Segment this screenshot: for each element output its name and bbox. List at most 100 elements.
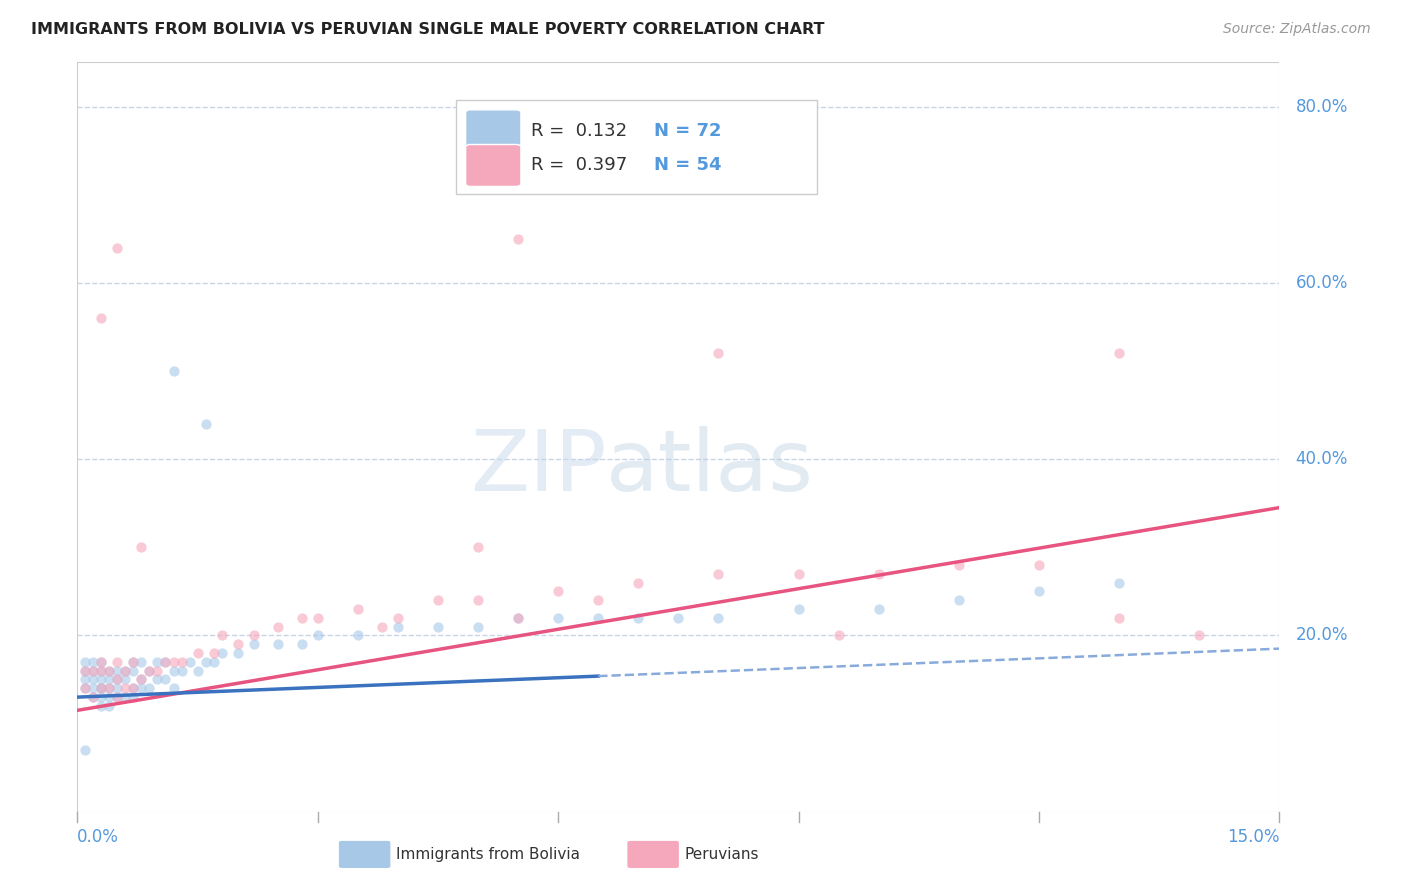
- Point: [1108, 575, 1130, 590]
- Point: [1108, 346, 1130, 360]
- Point: [202, 646, 225, 660]
- Point: [707, 346, 730, 360]
- Point: [202, 655, 225, 669]
- Point: [98, 690, 121, 705]
- Point: [107, 673, 129, 687]
- Point: [1028, 558, 1050, 572]
- Point: [547, 611, 569, 625]
- Point: [114, 690, 136, 705]
- Point: [186, 664, 209, 678]
- Point: [155, 655, 177, 669]
- Point: [75, 673, 97, 687]
- Point: [467, 619, 489, 633]
- Point: [82, 655, 104, 669]
- Point: [75, 743, 97, 757]
- Point: [1108, 611, 1130, 625]
- Point: [90, 673, 112, 687]
- Point: [170, 664, 193, 678]
- Point: [1188, 628, 1211, 642]
- Point: [82, 673, 104, 687]
- Point: [98, 681, 121, 696]
- Point: [155, 673, 177, 687]
- Point: [467, 593, 489, 607]
- Point: [131, 673, 153, 687]
- Point: [131, 681, 153, 696]
- Point: [467, 541, 489, 555]
- FancyBboxPatch shape: [627, 840, 679, 869]
- Point: [90, 681, 112, 696]
- Point: [122, 690, 145, 705]
- Point: [948, 593, 970, 607]
- Point: [82, 690, 104, 705]
- Point: [226, 646, 249, 660]
- Point: [162, 664, 184, 678]
- Point: [427, 619, 450, 633]
- Point: [1028, 584, 1050, 599]
- Point: [707, 611, 730, 625]
- Text: 0.0%: 0.0%: [77, 828, 120, 846]
- Point: [90, 698, 112, 713]
- Point: [387, 619, 409, 633]
- Text: IMMIGRANTS FROM BOLIVIA VS PERUVIAN SINGLE MALE POVERTY CORRELATION CHART: IMMIGRANTS FROM BOLIVIA VS PERUVIAN SING…: [31, 22, 824, 37]
- Text: N = 54: N = 54: [654, 156, 721, 175]
- Point: [547, 584, 569, 599]
- Point: [107, 690, 129, 705]
- Point: [107, 241, 129, 255]
- Point: [371, 619, 394, 633]
- Point: [90, 655, 112, 669]
- Point: [588, 611, 610, 625]
- Point: [588, 593, 610, 607]
- Point: [107, 655, 129, 669]
- Point: [114, 681, 136, 696]
- Point: [90, 311, 112, 326]
- Point: [90, 655, 112, 669]
- Text: 40.0%: 40.0%: [1295, 450, 1348, 468]
- Point: [868, 602, 890, 616]
- Point: [170, 655, 193, 669]
- Text: Source: ZipAtlas.com: Source: ZipAtlas.com: [1223, 22, 1371, 37]
- Point: [194, 417, 217, 431]
- FancyBboxPatch shape: [465, 110, 520, 152]
- Point: [948, 558, 970, 572]
- Point: [98, 681, 121, 696]
- Point: [868, 566, 890, 581]
- Point: [146, 655, 169, 669]
- Point: [291, 637, 314, 651]
- Point: [98, 664, 121, 678]
- Point: [75, 664, 97, 678]
- Point: [508, 232, 530, 246]
- Point: [82, 690, 104, 705]
- Point: [107, 664, 129, 678]
- Point: [138, 664, 160, 678]
- Point: [107, 673, 129, 687]
- Point: [155, 655, 177, 669]
- Point: [90, 664, 112, 678]
- Text: 60.0%: 60.0%: [1295, 274, 1348, 292]
- Point: [75, 681, 97, 696]
- Point: [179, 655, 201, 669]
- Point: [122, 664, 145, 678]
- Point: [107, 681, 129, 696]
- Point: [122, 681, 145, 696]
- FancyBboxPatch shape: [339, 840, 391, 869]
- Text: Peruvians: Peruvians: [685, 847, 759, 862]
- Point: [114, 673, 136, 687]
- Point: [162, 364, 184, 378]
- Point: [82, 664, 104, 678]
- Point: [75, 681, 97, 696]
- Point: [98, 698, 121, 713]
- Point: [122, 681, 145, 696]
- Point: [114, 664, 136, 678]
- Point: [90, 681, 112, 696]
- FancyBboxPatch shape: [465, 145, 520, 186]
- Text: R =  0.132: R = 0.132: [530, 122, 627, 140]
- Text: 15.0%: 15.0%: [1227, 828, 1279, 846]
- Point: [267, 637, 290, 651]
- Point: [387, 611, 409, 625]
- Point: [291, 611, 314, 625]
- Point: [828, 628, 851, 642]
- Point: [98, 664, 121, 678]
- Point: [131, 655, 153, 669]
- Point: [347, 628, 370, 642]
- Point: [787, 566, 810, 581]
